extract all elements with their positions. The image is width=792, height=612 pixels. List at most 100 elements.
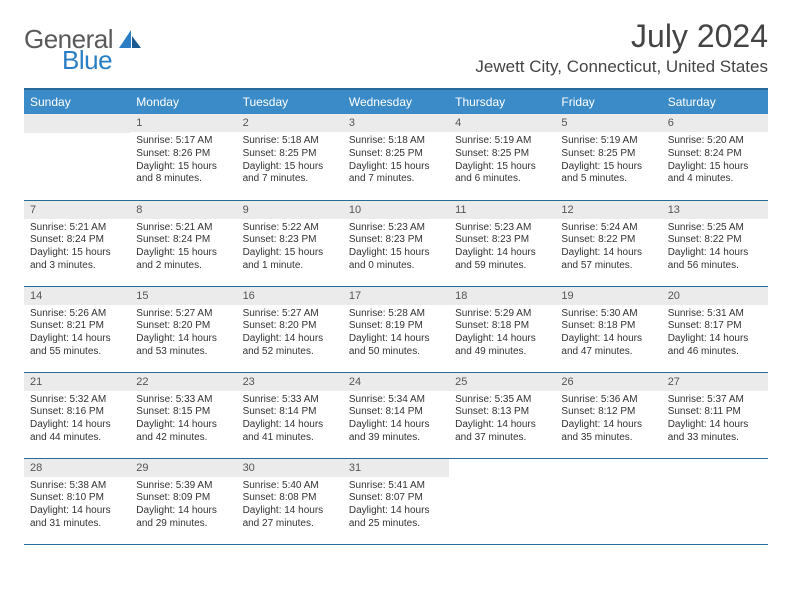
day-details: Sunrise: 5:23 AMSunset: 8:23 PMDaylight:…	[449, 219, 555, 277]
day-details: Sunrise: 5:39 AMSunset: 8:09 PMDaylight:…	[130, 477, 236, 535]
calendar-day-cell: 16Sunrise: 5:27 AMSunset: 8:20 PMDayligh…	[237, 286, 343, 372]
day-number: 23	[237, 373, 343, 391]
column-header: Friday	[555, 89, 661, 114]
calendar-day-cell: 8Sunrise: 5:21 AMSunset: 8:24 PMDaylight…	[130, 200, 236, 286]
day-details: Sunrise: 5:32 AMSunset: 8:16 PMDaylight:…	[24, 391, 130, 449]
day-details: Sunrise: 5:22 AMSunset: 8:23 PMDaylight:…	[237, 219, 343, 277]
calendar-week-row: 14Sunrise: 5:26 AMSunset: 8:21 PMDayligh…	[24, 286, 768, 372]
calendar-day-cell: 22Sunrise: 5:33 AMSunset: 8:15 PMDayligh…	[130, 372, 236, 458]
calendar-day-cell: 1Sunrise: 5:17 AMSunset: 8:26 PMDaylight…	[130, 114, 236, 200]
day-details: Sunrise: 5:37 AMSunset: 8:11 PMDaylight:…	[662, 391, 768, 449]
day-number: 28	[24, 459, 130, 477]
calendar-week-row: 21Sunrise: 5:32 AMSunset: 8:16 PMDayligh…	[24, 372, 768, 458]
calendar-table: SundayMondayTuesdayWednesdayThursdayFrid…	[24, 88, 768, 545]
day-details: Sunrise: 5:36 AMSunset: 8:12 PMDaylight:…	[555, 391, 661, 449]
day-number: 29	[130, 459, 236, 477]
day-number: 15	[130, 287, 236, 305]
day-number: 22	[130, 373, 236, 391]
day-number: 18	[449, 287, 555, 305]
day-details: Sunrise: 5:30 AMSunset: 8:18 PMDaylight:…	[555, 305, 661, 363]
day-details: Sunrise: 5:19 AMSunset: 8:25 PMDaylight:…	[449, 132, 555, 190]
calendar-day-cell: 29Sunrise: 5:39 AMSunset: 8:09 PMDayligh…	[130, 458, 236, 544]
day-details: Sunrise: 5:18 AMSunset: 8:25 PMDaylight:…	[343, 132, 449, 190]
column-header: Sunday	[24, 89, 130, 114]
day-details: Sunrise: 5:25 AMSunset: 8:22 PMDaylight:…	[662, 219, 768, 277]
empty-day-header	[24, 114, 130, 133]
day-number: 26	[555, 373, 661, 391]
day-details: Sunrise: 5:21 AMSunset: 8:24 PMDaylight:…	[130, 219, 236, 277]
calendar-day-cell: 13Sunrise: 5:25 AMSunset: 8:22 PMDayligh…	[662, 200, 768, 286]
logo-sail-icon	[119, 30, 141, 48]
day-number: 19	[555, 287, 661, 305]
day-details: Sunrise: 5:38 AMSunset: 8:10 PMDaylight:…	[24, 477, 130, 535]
day-number: 11	[449, 201, 555, 219]
day-details: Sunrise: 5:33 AMSunset: 8:14 PMDaylight:…	[237, 391, 343, 449]
calendar-day-cell: 30Sunrise: 5:40 AMSunset: 8:08 PMDayligh…	[237, 458, 343, 544]
calendar-day-cell: 15Sunrise: 5:27 AMSunset: 8:20 PMDayligh…	[130, 286, 236, 372]
day-number: 12	[555, 201, 661, 219]
day-details: Sunrise: 5:31 AMSunset: 8:17 PMDaylight:…	[662, 305, 768, 363]
calendar-day-cell: 31Sunrise: 5:41 AMSunset: 8:07 PMDayligh…	[343, 458, 449, 544]
day-number: 7	[24, 201, 130, 219]
calendar-day-cell: 5Sunrise: 5:19 AMSunset: 8:25 PMDaylight…	[555, 114, 661, 200]
day-details: Sunrise: 5:33 AMSunset: 8:15 PMDaylight:…	[130, 391, 236, 449]
day-number: 4	[449, 114, 555, 132]
title-block: July 2024 Jewett City, Connecticut, Unit…	[475, 18, 768, 85]
calendar-day-cell	[555, 458, 661, 544]
day-details: Sunrise: 5:27 AMSunset: 8:20 PMDaylight:…	[130, 305, 236, 363]
calendar-day-cell: 24Sunrise: 5:34 AMSunset: 8:14 PMDayligh…	[343, 372, 449, 458]
day-number: 21	[24, 373, 130, 391]
calendar-day-cell	[24, 114, 130, 200]
calendar-day-cell: 27Sunrise: 5:37 AMSunset: 8:11 PMDayligh…	[662, 372, 768, 458]
day-number: 9	[237, 201, 343, 219]
day-number: 13	[662, 201, 768, 219]
calendar-day-cell: 21Sunrise: 5:32 AMSunset: 8:16 PMDayligh…	[24, 372, 130, 458]
day-details: Sunrise: 5:35 AMSunset: 8:13 PMDaylight:…	[449, 391, 555, 449]
day-details: Sunrise: 5:27 AMSunset: 8:20 PMDaylight:…	[237, 305, 343, 363]
calendar-week-row: 28Sunrise: 5:38 AMSunset: 8:10 PMDayligh…	[24, 458, 768, 544]
day-number: 27	[662, 373, 768, 391]
calendar-body: 1Sunrise: 5:17 AMSunset: 8:26 PMDaylight…	[24, 114, 768, 544]
day-number: 8	[130, 201, 236, 219]
day-details: Sunrise: 5:28 AMSunset: 8:19 PMDaylight:…	[343, 305, 449, 363]
day-number: 1	[130, 114, 236, 132]
column-header: Tuesday	[237, 89, 343, 114]
header: General Blue July 2024 Jewett City, Conn…	[24, 18, 768, 86]
day-details: Sunrise: 5:34 AMSunset: 8:14 PMDaylight:…	[343, 391, 449, 449]
calendar-day-cell: 3Sunrise: 5:18 AMSunset: 8:25 PMDaylight…	[343, 114, 449, 200]
day-number: 31	[343, 459, 449, 477]
location: Jewett City, Connecticut, United States	[475, 57, 768, 77]
day-details: Sunrise: 5:24 AMSunset: 8:22 PMDaylight:…	[555, 219, 661, 277]
day-number: 3	[343, 114, 449, 132]
calendar-day-cell: 10Sunrise: 5:23 AMSunset: 8:23 PMDayligh…	[343, 200, 449, 286]
day-details: Sunrise: 5:41 AMSunset: 8:07 PMDaylight:…	[343, 477, 449, 535]
day-details: Sunrise: 5:29 AMSunset: 8:18 PMDaylight:…	[449, 305, 555, 363]
day-number: 30	[237, 459, 343, 477]
day-details: Sunrise: 5:18 AMSunset: 8:25 PMDaylight:…	[237, 132, 343, 190]
day-number: 14	[24, 287, 130, 305]
calendar-day-cell: 18Sunrise: 5:29 AMSunset: 8:18 PMDayligh…	[449, 286, 555, 372]
calendar-day-cell: 9Sunrise: 5:22 AMSunset: 8:23 PMDaylight…	[237, 200, 343, 286]
calendar-day-cell: 7Sunrise: 5:21 AMSunset: 8:24 PMDaylight…	[24, 200, 130, 286]
calendar-week-row: 1Sunrise: 5:17 AMSunset: 8:26 PMDaylight…	[24, 114, 768, 200]
month-title: July 2024	[475, 18, 768, 55]
calendar-day-cell: 14Sunrise: 5:26 AMSunset: 8:21 PMDayligh…	[24, 286, 130, 372]
calendar-day-cell	[662, 458, 768, 544]
calendar-day-cell: 23Sunrise: 5:33 AMSunset: 8:14 PMDayligh…	[237, 372, 343, 458]
day-details: Sunrise: 5:23 AMSunset: 8:23 PMDaylight:…	[343, 219, 449, 277]
day-number: 24	[343, 373, 449, 391]
day-details: Sunrise: 5:40 AMSunset: 8:08 PMDaylight:…	[237, 477, 343, 535]
calendar-day-cell: 2Sunrise: 5:18 AMSunset: 8:25 PMDaylight…	[237, 114, 343, 200]
day-number: 6	[662, 114, 768, 132]
calendar-day-cell: 12Sunrise: 5:24 AMSunset: 8:22 PMDayligh…	[555, 200, 661, 286]
calendar-header-row: SundayMondayTuesdayWednesdayThursdayFrid…	[24, 89, 768, 114]
column-header: Thursday	[449, 89, 555, 114]
day-details: Sunrise: 5:17 AMSunset: 8:26 PMDaylight:…	[130, 132, 236, 190]
day-details: Sunrise: 5:26 AMSunset: 8:21 PMDaylight:…	[24, 305, 130, 363]
calendar-day-cell	[449, 458, 555, 544]
calendar-day-cell: 19Sunrise: 5:30 AMSunset: 8:18 PMDayligh…	[555, 286, 661, 372]
day-details: Sunrise: 5:19 AMSunset: 8:25 PMDaylight:…	[555, 132, 661, 190]
calendar-day-cell: 20Sunrise: 5:31 AMSunset: 8:17 PMDayligh…	[662, 286, 768, 372]
calendar-day-cell: 17Sunrise: 5:28 AMSunset: 8:19 PMDayligh…	[343, 286, 449, 372]
calendar-day-cell: 25Sunrise: 5:35 AMSunset: 8:13 PMDayligh…	[449, 372, 555, 458]
